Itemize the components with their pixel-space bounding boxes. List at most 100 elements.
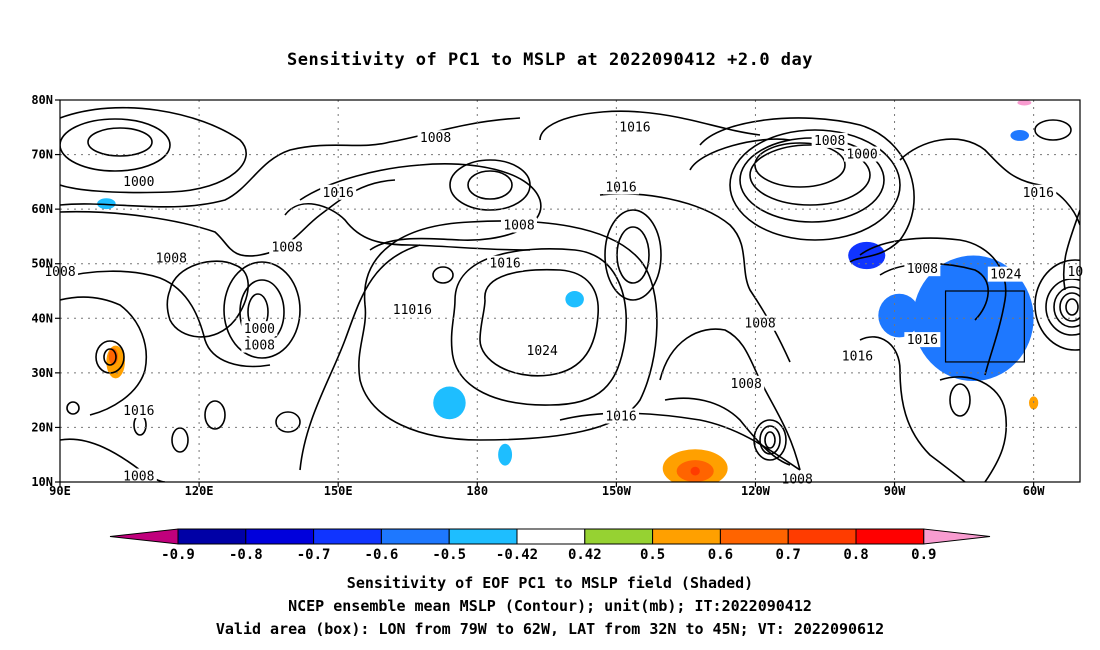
contour-line [689, 138, 791, 171]
contour-label-bg [120, 468, 157, 484]
contour-line [759, 425, 781, 455]
colorbar-box [245, 528, 315, 545]
contour-label-bg [811, 132, 848, 148]
contour-line [754, 142, 846, 188]
contour-label: 1016 [489, 257, 520, 272]
shaded-region-negative [433, 386, 466, 420]
shaded-region-positive [690, 466, 700, 476]
contour-label-bg [524, 343, 561, 359]
contour-line [1045, 278, 1080, 336]
y-axis-ticks: 10N 20N 30N 40N 50N 60N 70N 80N [31, 93, 60, 489]
y-tick-label: 30N [31, 366, 53, 380]
y-tick-label: 40N [31, 311, 53, 325]
contour-line [749, 144, 871, 206]
contour-line [275, 411, 301, 433]
contour-label: 1008 [907, 262, 938, 277]
x-tick-label: 150W [602, 484, 632, 498]
colorbar-box [652, 528, 721, 545]
y-tick-label: 20N [31, 420, 53, 434]
contour-label: 1008 [814, 134, 845, 149]
colorbar-label: -0.5 [432, 547, 466, 563]
contour-label: 1000 [846, 148, 877, 163]
x-tick-label: 90W [884, 484, 906, 498]
x-tick-label: 150E [324, 484, 353, 498]
contour-labels: 1000100810081008100010081016100810161008… [42, 119, 1086, 487]
contour-line [664, 397, 791, 466]
contour-label-bg [153, 250, 190, 266]
contour-label-bg [487, 255, 524, 271]
contour-label: 1008 [420, 131, 451, 146]
shaded-region-negative [498, 443, 513, 466]
contour-line [659, 328, 801, 471]
contour-label: 11016 [393, 303, 432, 318]
shaded-region-negative [848, 241, 886, 270]
shaded-region-negative [1010, 130, 1029, 141]
contour-line [87, 127, 153, 157]
contour-label: 1016 [323, 186, 354, 201]
colorbar-box [855, 528, 925, 545]
contour-label-bg [603, 179, 639, 195]
contour-label: 1016 [619, 120, 650, 135]
contour-label-bg [844, 146, 881, 162]
colorbar-label: 0.9 [911, 547, 936, 563]
caption-line-1: Sensitivity of EOF PC1 to MSLP field (Sh… [346, 574, 754, 592]
contour-label-bg [616, 119, 653, 135]
contour-line [103, 348, 117, 366]
contour-line [299, 244, 421, 471]
colorbar-label: -0.42 [496, 547, 538, 563]
y-tick-label: 70N [31, 148, 53, 162]
contour-line [1034, 119, 1072, 141]
contour-label: 1008 [782, 472, 813, 487]
colorbar-right-arrow [923, 528, 991, 545]
contour-line [604, 209, 662, 301]
contour-line [599, 192, 791, 363]
contour-label-bg [904, 332, 941, 348]
contour-line [166, 260, 249, 338]
contour-line [753, 419, 787, 461]
contour-label: 1008 [731, 377, 762, 392]
contour-label-bg [269, 239, 306, 255]
contour-label-bg [904, 261, 941, 277]
contour-label-bg [120, 173, 157, 189]
contour-line [1059, 292, 1080, 322]
contour-line [223, 261, 301, 359]
y-tick-label: 80N [31, 93, 53, 107]
caption-line-2: NCEP ensemble mean MSLP (Contour); unit(… [288, 597, 812, 615]
contour-line [60, 296, 147, 416]
contour-label-bg [390, 302, 435, 318]
contour-line [899, 138, 1080, 226]
contour-line [1034, 259, 1080, 351]
colorbar-label: 0.7 [776, 547, 801, 563]
plot-frame [59, 99, 1081, 483]
chart-title: Sensitivity of PC1 to MSLP at 2022090412… [286, 50, 813, 70]
contour-line [60, 118, 171, 172]
contour-label: 1008 [503, 219, 534, 234]
grid-lines [60, 100, 1080, 482]
shaded-region-negative [97, 198, 116, 210]
contour-line [949, 383, 971, 417]
shaded-region-positive [1017, 100, 1032, 106]
shaded-region-negative [878, 293, 921, 338]
colorbar-left-arrow [109, 528, 179, 545]
colorbar-box [313, 528, 382, 545]
colorbar-label: -0.6 [365, 547, 399, 563]
contour-line [879, 262, 989, 321]
colorbar-box [380, 528, 450, 545]
x-tick-label: 120W [741, 484, 771, 498]
colorbar-box [584, 528, 654, 545]
x-tick-label: 90E [49, 484, 71, 498]
contour-label: 1024 [527, 344, 558, 359]
contour-line [467, 170, 513, 200]
valid-area-box [944, 290, 1025, 363]
x-tick-label: 180 [466, 484, 488, 498]
sensitivity-shading [97, 100, 1039, 482]
colorbar-box [516, 528, 586, 545]
colorbar-label: -0.9 [161, 547, 195, 563]
contour-label: 1024 [990, 268, 1021, 283]
contour-line [479, 268, 599, 377]
contour-line [450, 248, 627, 406]
colorbar-box [787, 528, 857, 545]
contour-line [60, 106, 247, 194]
x-tick-label: 60W [1023, 484, 1045, 498]
